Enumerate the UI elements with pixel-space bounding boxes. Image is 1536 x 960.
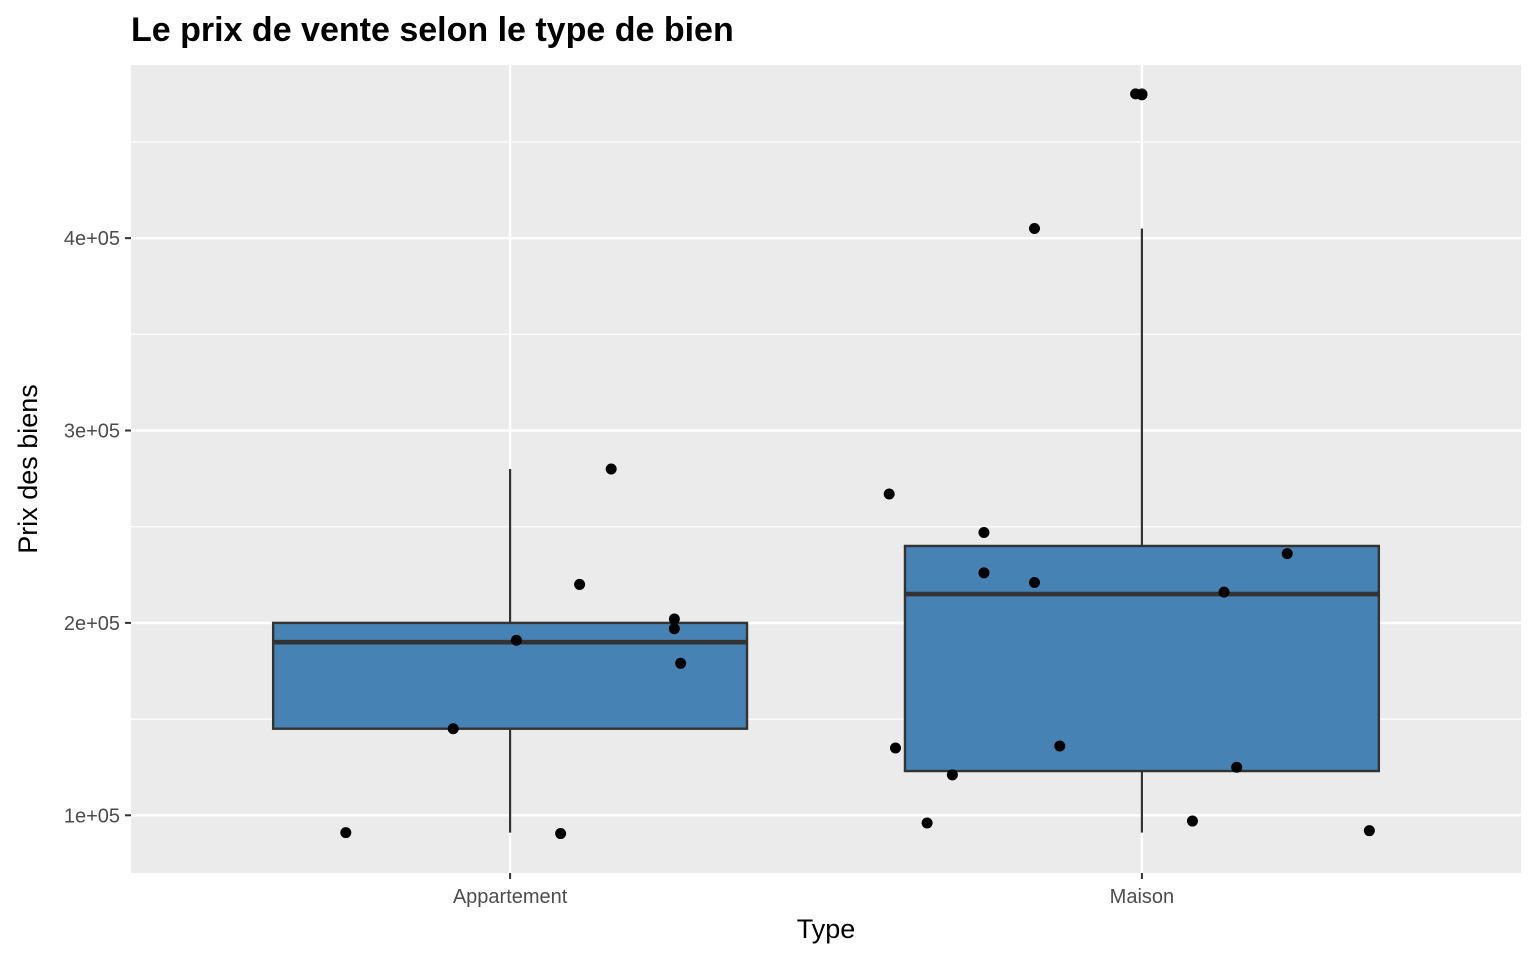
data-point [1281, 548, 1293, 560]
x-tick-label: Appartement [453, 886, 568, 908]
data-point [1136, 89, 1148, 101]
data-point [510, 634, 522, 646]
data-point [447, 723, 459, 735]
y-tick-label: 3e+05 [64, 421, 120, 443]
data-point [978, 526, 990, 538]
data-point [574, 578, 586, 590]
jitter-points [340, 88, 1375, 840]
data-point [1029, 223, 1040, 235]
y-tick-label: 1e+05 [64, 805, 120, 827]
data-point [605, 463, 617, 475]
data-point [555, 828, 567, 840]
data-point [1054, 740, 1066, 752]
data-point [1029, 577, 1040, 589]
y-axis: 1e+05 2e+05 3e+05 4e+05 [64, 228, 131, 827]
data-point [1186, 815, 1198, 827]
data-point [890, 742, 901, 754]
box-body [903, 544, 1381, 773]
box-maison [903, 88, 1381, 833]
chart-title: Le prix de vente selon le type de bien [131, 11, 734, 49]
data-point [1231, 761, 1243, 773]
data-point [340, 827, 352, 839]
data-point [668, 613, 680, 625]
data-point [675, 657, 687, 669]
data-point [1218, 586, 1230, 598]
data-point [978, 567, 990, 579]
data-point [1363, 825, 1375, 837]
y-tick-label: 4e+05 [64, 228, 120, 250]
data-point [921, 817, 933, 829]
y-tick-label: 2e+05 [64, 613, 120, 635]
y-axis-title: Prix des biens [13, 384, 43, 554]
box-appartement [271, 469, 749, 833]
x-axis-title: Type [797, 914, 856, 944]
box-body [271, 621, 749, 730]
data-point [946, 769, 958, 781]
data-point [883, 488, 895, 500]
data-point [668, 623, 680, 635]
x-axis: Appartement Maison [453, 873, 1174, 908]
x-tick-label: Maison [1110, 886, 1174, 908]
boxes [271, 88, 1381, 833]
